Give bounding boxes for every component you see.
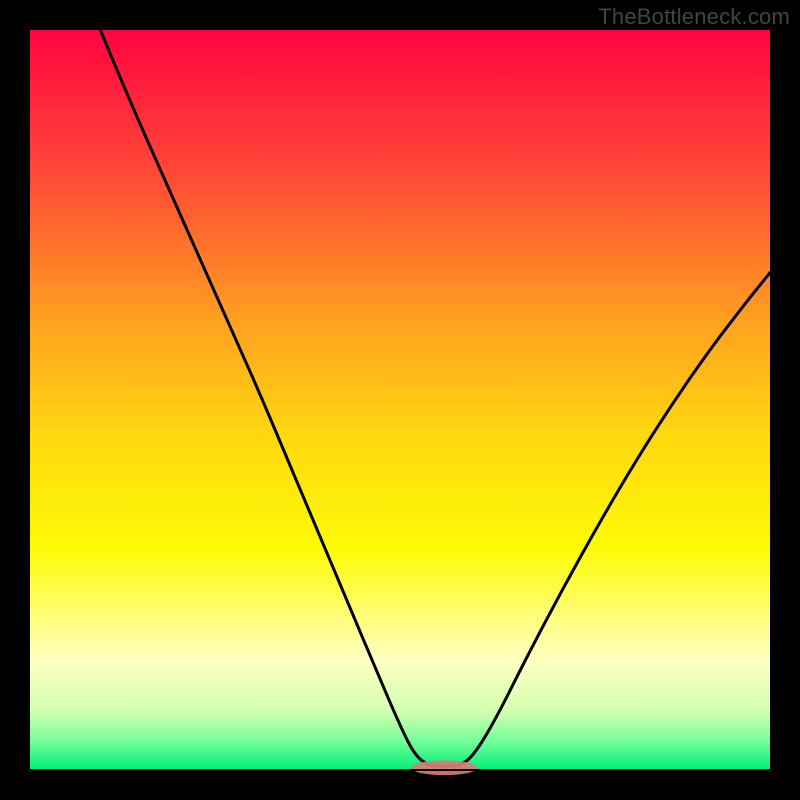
- chart-container: TheBottleneck.com: [0, 0, 800, 800]
- watermark-text: TheBottleneck.com: [598, 4, 790, 30]
- plot-background: [30, 30, 770, 770]
- optimal-marker: [411, 760, 478, 775]
- bottleneck-chart: [0, 0, 800, 800]
